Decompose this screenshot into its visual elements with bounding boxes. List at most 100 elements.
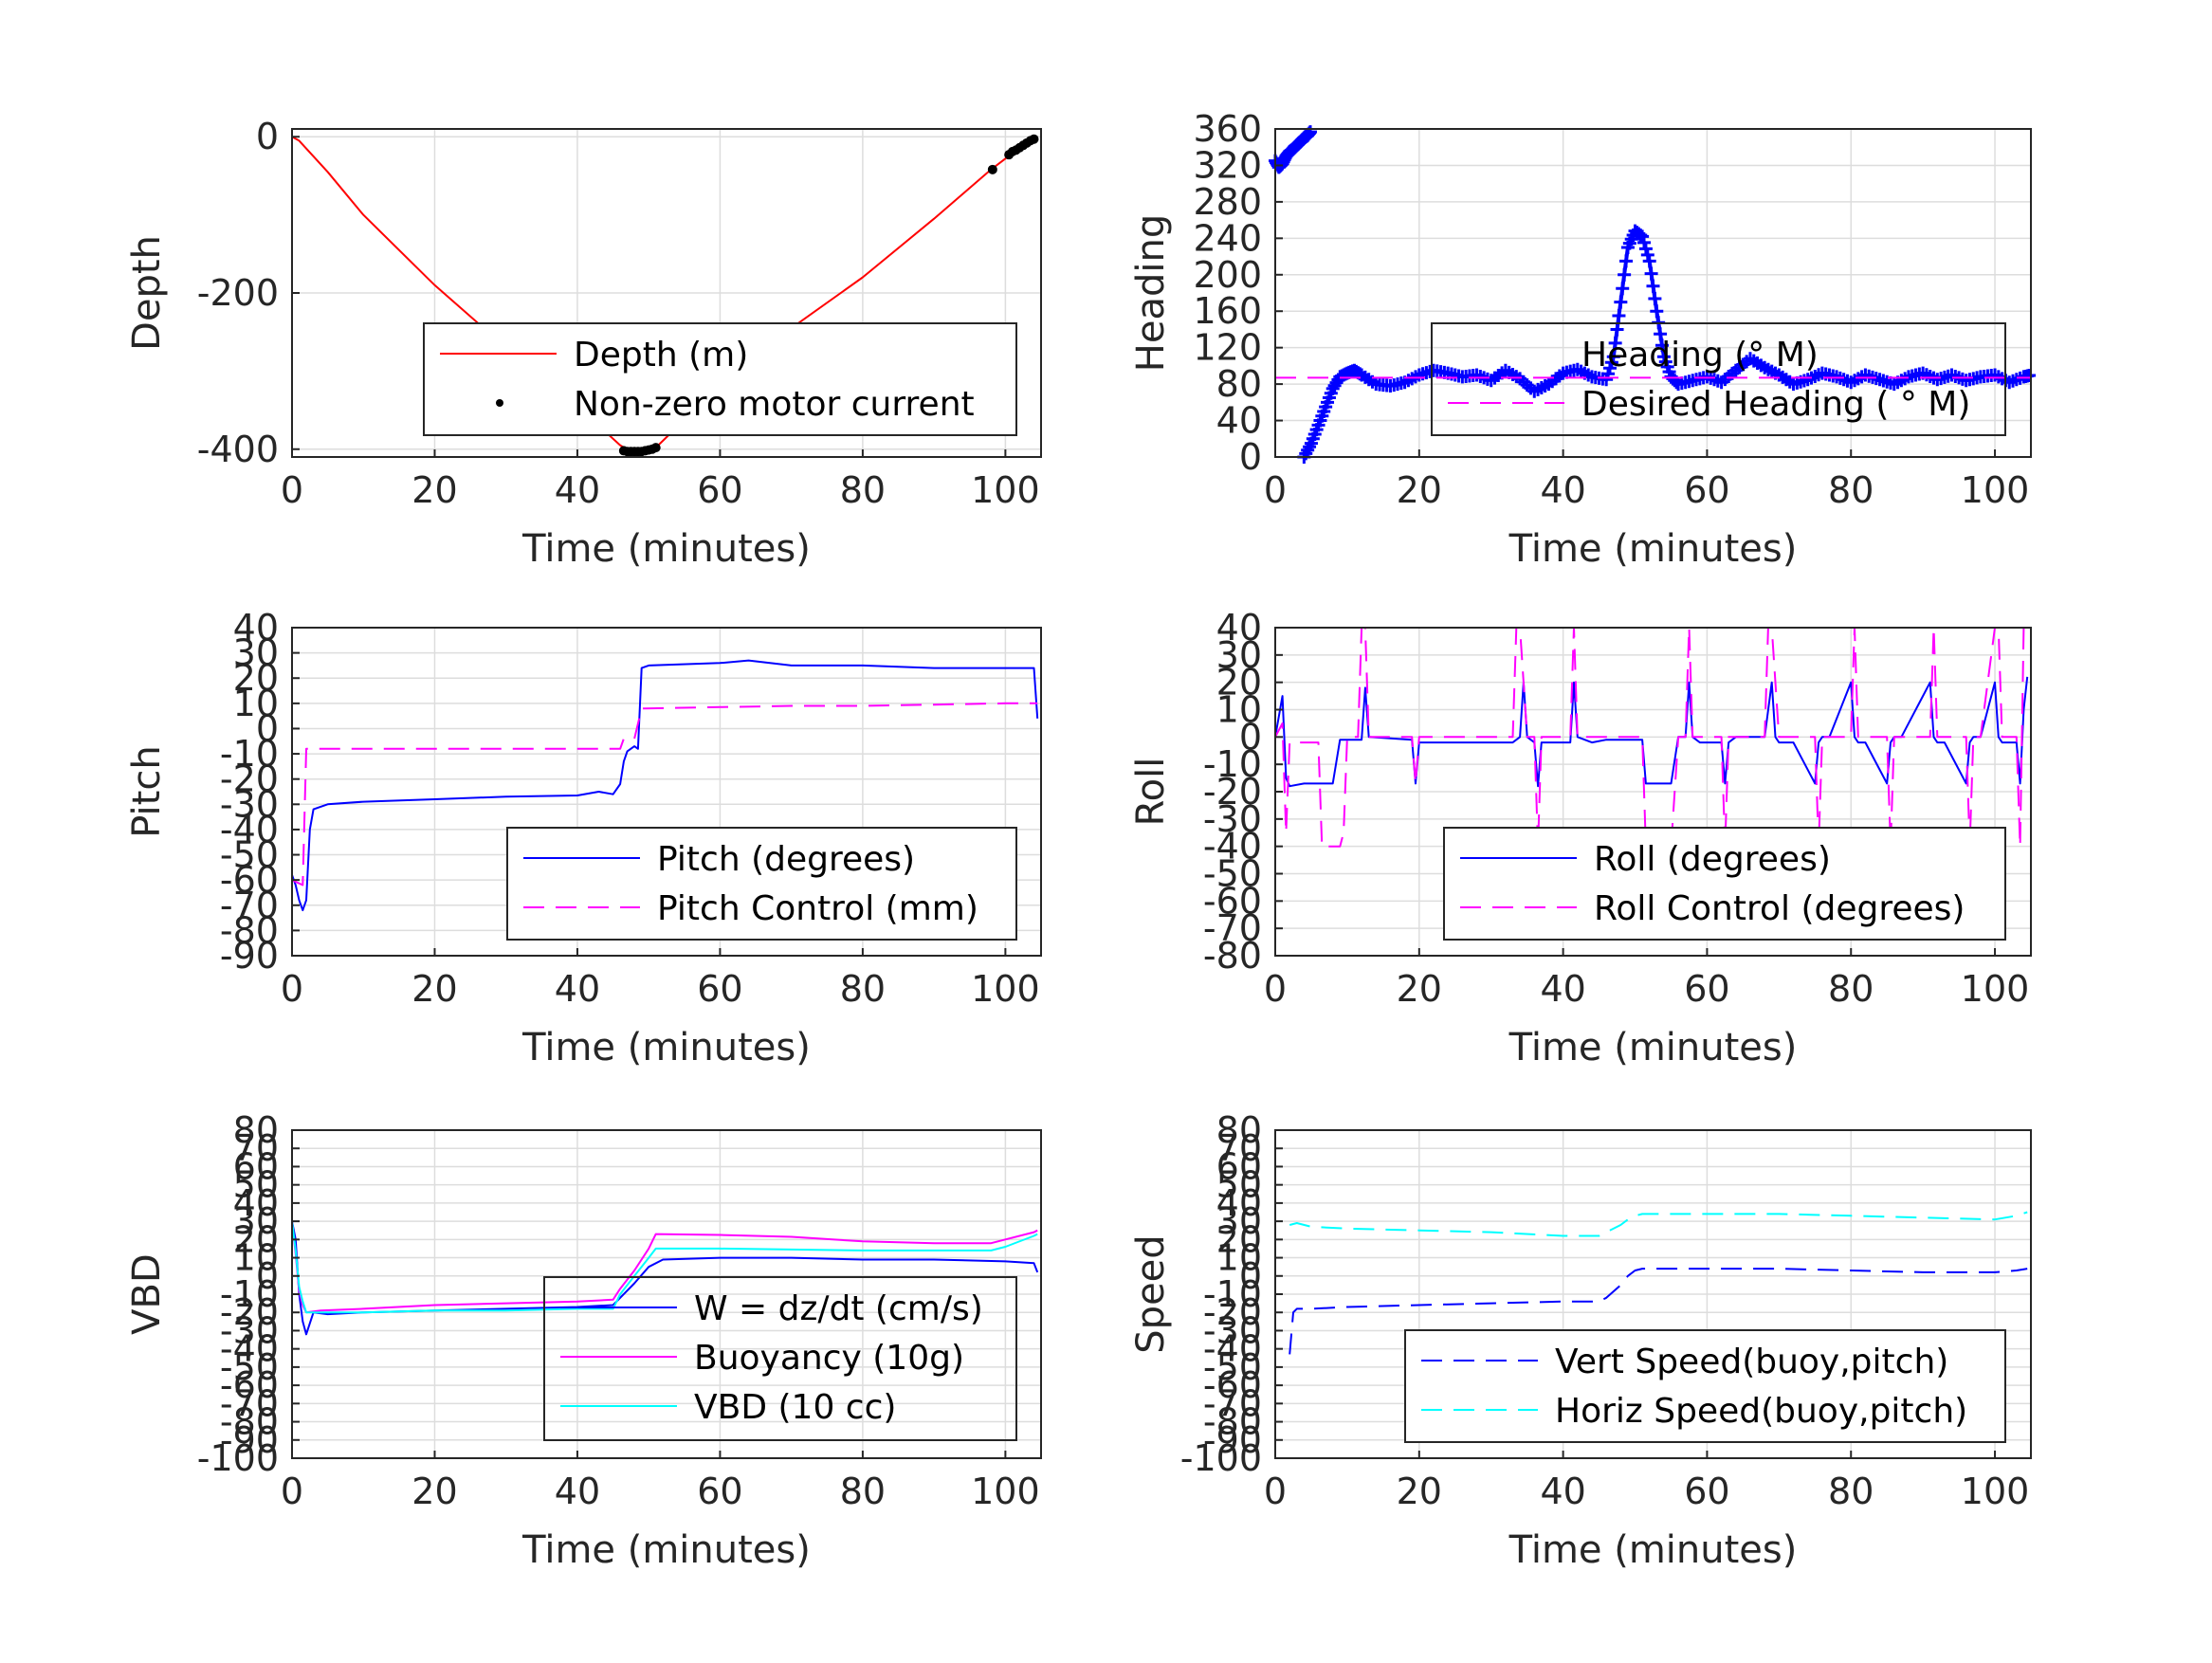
y-tick-label-roll: -70	[1203, 907, 1262, 949]
y-tick-label-speed: 70	[1216, 1127, 1262, 1169]
x-tick-label-roll: 20	[1397, 968, 1442, 1010]
heading-series-1-marker	[1636, 229, 1650, 244]
heading-series-1-marker	[1304, 125, 1317, 139]
x-tick-label-vbd: 20	[411, 1471, 457, 1512]
legend-label-horiz-speed: Horiz Speed(buoy,pitch)	[1555, 1392, 1967, 1431]
depth-series-2-point	[987, 164, 997, 174]
heading-series-1-marker	[1608, 336, 1622, 350]
y-tick-label-roll: 10	[1216, 689, 1262, 731]
y-tick-label-roll: 20	[1216, 662, 1262, 704]
x-tick-label-heading: 40	[1540, 469, 1585, 511]
y-tick-label-heading: 240	[1193, 217, 1262, 259]
ticks-depth: 0 20 40 60 80 100 0 -200 -400	[197, 116, 1040, 511]
legend-label-pitch-degrees: Pitch (degrees)	[657, 840, 915, 879]
y-tick-label-speed: 80	[1216, 1109, 1262, 1151]
axes-frame-heading	[1274, 128, 2032, 458]
ticks-roll: 0 20 40 60 80 100403020100-10-20-30-40-50-60-…	[1203, 607, 2029, 1010]
legend-label-roll-degrees: Roll (degrees)	[1594, 840, 1831, 879]
x-tick-label-roll: 80	[1828, 968, 1874, 1010]
y-tick-label-heading: 160	[1193, 290, 1262, 332]
x-tick-label-roll: 60	[1684, 968, 1729, 1010]
legend-vbd: W = dz/dt (cm/s) Buoyancy (10g) VBD (10 …	[543, 1276, 1017, 1441]
y-tick-label-pitch: -60	[220, 859, 279, 901]
plot-roll	[1274, 627, 2029, 848]
panel-vbd: 0 20 40 60 80 10080706050403020100-10-20-30-4…	[125, 1109, 1042, 1572]
x-tick-label-pitch: 40	[555, 968, 600, 1010]
y-tick-label-vbd: -50	[220, 1346, 279, 1388]
heading-series-1-marker	[1642, 254, 1656, 268]
x-tick-label-pitch: 0	[281, 968, 303, 1010]
y-tick-label-speed: 60	[1216, 1145, 1262, 1187]
legend-heading: Heading (° M) Desired Heading ( ° M)	[1431, 322, 2006, 436]
y-tick-label-vbd: 0	[256, 1255, 279, 1297]
ticks-speed: 0 20 40 60 80 10080706050403020100-10-20-30-4…	[1180, 1109, 2030, 1512]
y-tick-label-heading: 320	[1193, 144, 1262, 186]
x-tick-label-vbd: 80	[840, 1471, 886, 1512]
speed-series-2-line	[1289, 1211, 2028, 1237]
x-tick-label-pitch: 20	[411, 968, 457, 1010]
y-tick-label-vbd: -20	[220, 1291, 279, 1333]
y-tick-label-depth: 0	[256, 116, 279, 157]
ticks-vbd: 0 20 40 60 80 10080706050403020100-10-20-30-4…	[197, 1109, 1040, 1512]
pitch-series-2-line	[291, 702, 1038, 886]
y-tick-label-pitch: -70	[220, 885, 279, 926]
y-tick-label-vbd: -10	[220, 1273, 279, 1315]
x-tick-label-speed: 80	[1828, 1471, 1874, 1512]
x-tick-label-pitch: 80	[840, 968, 886, 1010]
x-axis-label-heading: Time (minutes)	[1508, 527, 1798, 571]
y-axis-label-heading: Heading	[1129, 214, 1173, 372]
y-tick-label-vbd: 40	[233, 1182, 279, 1224]
y-tick-label-speed: -70	[1203, 1382, 1262, 1424]
x-tick-label-vbd: 60	[697, 1471, 742, 1512]
y-tick-label-speed: -30	[1203, 1309, 1262, 1351]
y-tick-label-speed: 30	[1216, 1200, 1262, 1242]
y-axis-label-vbd: VBD	[125, 1253, 169, 1335]
y-tick-label-pitch: -30	[220, 783, 279, 825]
y-tick-label-depth: -400	[197, 429, 279, 470]
y-tick-label-roll: 40	[1216, 607, 1262, 649]
heading-series-1-marker	[1612, 309, 1626, 323]
y-tick-label-speed: -50	[1203, 1346, 1262, 1388]
y-tick-label-roll: -10	[1203, 743, 1262, 785]
heading-series-1-marker	[1606, 350, 1620, 364]
plot-pitch	[291, 659, 1039, 912]
y-tick-label-heading: 0	[1239, 436, 1262, 478]
heading-series-1-marker	[2022, 368, 2037, 382]
x-tick-label-heading: 80	[1828, 469, 1874, 511]
y-axis-label-roll: Roll	[1129, 758, 1173, 827]
y-tick-label-speed: 0	[1239, 1255, 1262, 1297]
x-axis-label-roll: Time (minutes)	[1508, 1026, 1798, 1069]
heading-series-1-marker	[1644, 266, 1658, 281]
heading-series-1-marker	[1648, 292, 1662, 306]
heading-series-1-marker	[1618, 267, 1632, 282]
y-tick-label-roll: 30	[1216, 634, 1262, 676]
y-tick-label-speed: -100	[1180, 1437, 1262, 1479]
x-tick-label-pitch: 100	[971, 968, 1040, 1010]
speed-series-1-line	[1289, 1268, 2028, 1355]
y-tick-label-pitch: 30	[233, 632, 279, 674]
x-tick-label-speed: 20	[1397, 1471, 1442, 1512]
depth-series-2-point	[1029, 134, 1039, 144]
x-tick-label-depth: 100	[971, 469, 1040, 511]
legend-box-speed	[1404, 1329, 2006, 1443]
panel-pitch: 0 20 40 60 80 100403020100-10-20-30-40-50-60-…	[125, 607, 1042, 1069]
y-tick-label-pitch: -50	[220, 834, 279, 876]
x-tick-label-depth: 20	[411, 469, 457, 511]
legend-box-roll	[1443, 827, 2006, 941]
y-tick-label-speed: -20	[1203, 1291, 1262, 1333]
x-tick-label-vbd: 0	[281, 1471, 303, 1512]
axes-frame-pitch	[291, 627, 1042, 957]
plot-vbd	[291, 1220, 1039, 1336]
x-tick-label-vbd: 40	[555, 1471, 600, 1512]
x-tick-label-speed: 40	[1540, 1471, 1585, 1512]
legend-label-w: W = dz/dt (cm/s)	[694, 1289, 983, 1328]
y-tick-label-pitch: 20	[233, 657, 279, 699]
x-axis-label-speed: Time (minutes)	[1508, 1528, 1798, 1572]
y-tick-label-vbd: -30	[220, 1309, 279, 1351]
ticks-pitch: 0 20 40 60 80 100403020100-10-20-30-40-50-60-…	[220, 607, 1040, 1010]
y-tick-label-pitch: -10	[220, 733, 279, 775]
heading-series-1-marker	[1619, 254, 1634, 268]
y-tick-label-speed: -80	[1203, 1401, 1262, 1443]
